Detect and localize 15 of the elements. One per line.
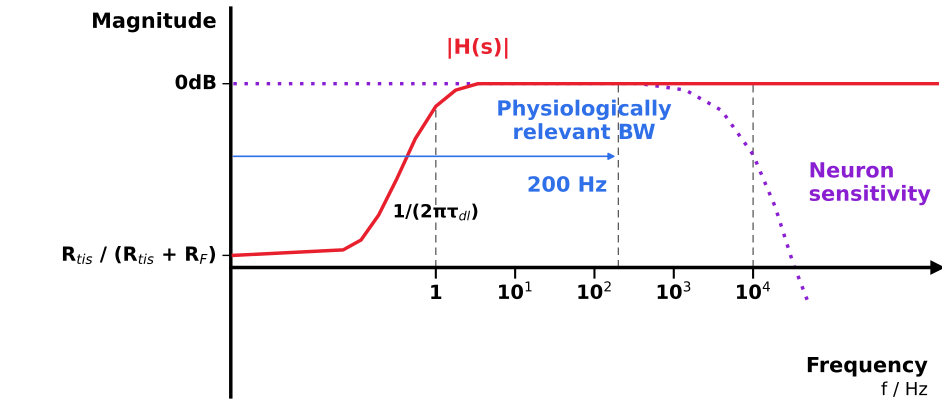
annotation: 200 Hz xyxy=(528,176,606,192)
text: 0dB xyxy=(176,74,216,90)
x-tick-label: 1 xyxy=(431,284,442,299)
x-tick-label: 10$^{1}$ xyxy=(499,281,532,300)
annotation: Physiologically relevant BW xyxy=(498,100,672,140)
text: R$_{tis}$ / (R$_{tis}$ + R$_{F}$) xyxy=(62,246,216,264)
x-axis-title: Frequency xyxy=(808,356,928,377)
text: f / Hz xyxy=(881,381,928,397)
x-tick-label: 10$^{3}$ xyxy=(658,281,690,300)
x-tick-label: 10$^{4}$ xyxy=(737,281,770,300)
series-label: Neuron sensitivity xyxy=(810,162,931,206)
series-label: |H(s)| xyxy=(448,38,508,59)
x-tick-label: 10$^{2}$ xyxy=(578,281,611,300)
ref-line-label: 1/(2πτ$_{dl}$) xyxy=(394,204,478,220)
y-axis-title: Magnitude xyxy=(93,12,216,32)
